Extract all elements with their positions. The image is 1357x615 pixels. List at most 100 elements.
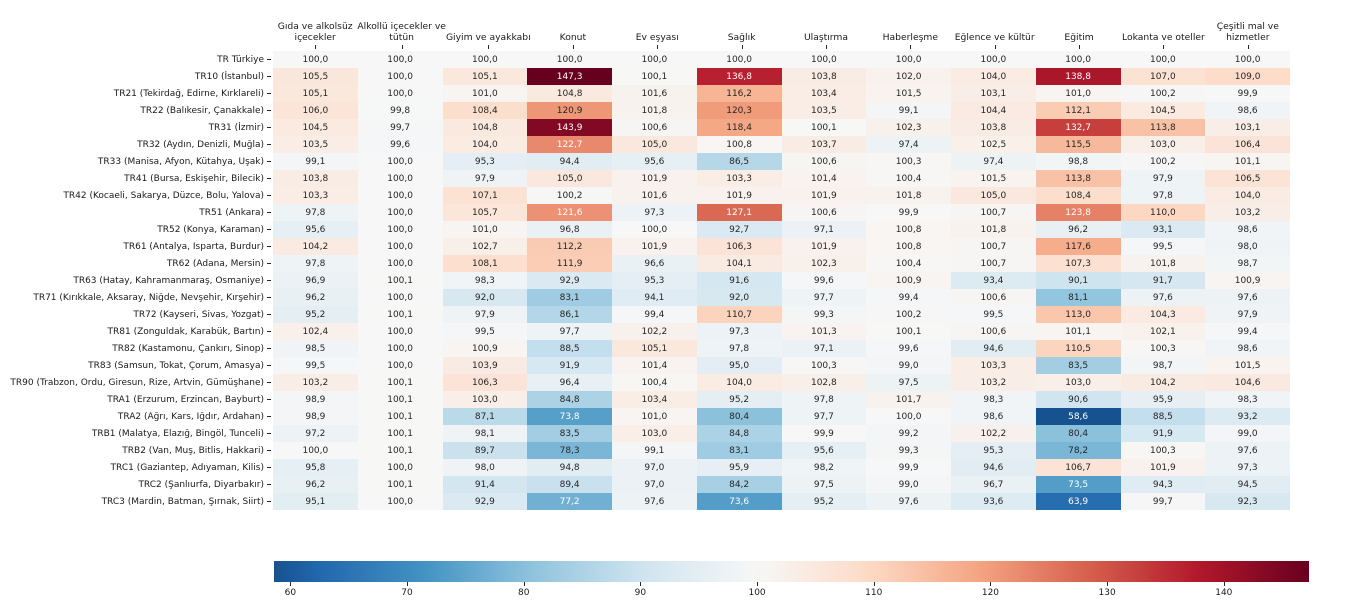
heatmap-cell: 103,4: [612, 391, 697, 408]
y-axis-tick: [267, 110, 271, 111]
heatmap-cell: 105,0: [527, 170, 612, 187]
heatmap-cell: 99,5: [951, 306, 1036, 323]
heatmap-cell: 98,3: [442, 272, 528, 289]
y-axis-tick: [267, 297, 271, 298]
heatmap-cell: 78,2: [1035, 442, 1121, 459]
heatmap-cell: 101,0: [442, 85, 528, 102]
heatmap-row: TR31 (İzmir) 104,5 99,7 104,8 143,9 100,6 118,…: [0, 119, 1290, 136]
column-header-label: Konut: [559, 32, 587, 43]
heatmap-cell: 138,8: [1035, 68, 1121, 85]
heatmap-cell: 103,7: [781, 136, 867, 153]
heatmap-cell: 100,9: [1205, 272, 1290, 289]
heatmap-cell: 94,4: [527, 153, 612, 170]
colorbar-tick-label: 110: [865, 588, 883, 598]
heatmap-cell: 123,8: [1035, 204, 1121, 221]
heatmap-cell: 104,2: [273, 238, 358, 255]
heatmap-cell: 93,4: [951, 272, 1036, 289]
heatmap-row: TR22 (Balıkesir, Çanakkale) 106,0 99,8 108,…: [0, 102, 1290, 119]
heatmap-cell: 100,0: [1120, 51, 1206, 68]
heatmap-cell: 101,8: [866, 187, 951, 204]
heatmap-cell: 100,0: [357, 51, 443, 68]
heatmap-cell: 102,3: [866, 119, 951, 136]
heatmap-cell: 99,3: [866, 442, 951, 459]
heatmap-cell: 97,8: [696, 340, 782, 357]
heatmap-cell: 100,9: [866, 272, 951, 289]
heatmap-cell: 96,2: [1035, 221, 1121, 238]
heatmap-cell: 99,4: [866, 289, 951, 306]
row-label-text: TR31 (İzmir): [208, 122, 264, 133]
heatmap-cell: 100,6: [781, 204, 867, 221]
heatmap-cell: 103,4: [781, 85, 867, 102]
heatmap-cell: 86,1: [527, 306, 612, 323]
row-label-text: TR61 (Antalya, Isparta, Burdur): [123, 241, 264, 252]
colorbar-tick-label: 140: [1215, 588, 1233, 598]
heatmap-cell: 93,6: [951, 493, 1036, 510]
heatmap-row: TR21 (Tekirdağ, Edirne, Kırklareli) 105,1…: [0, 85, 1290, 102]
x-axis-tick: [825, 45, 827, 49]
heatmap-cell: 94,1: [612, 289, 697, 306]
x-axis-tick: [572, 45, 574, 49]
heatmap-cell: 98,2: [781, 459, 867, 476]
heatmap-cell: 99,1: [866, 102, 951, 119]
y-axis-tick: [267, 365, 271, 366]
heatmap-cell: 121,6: [527, 204, 612, 221]
heatmap-cell: 101,0: [1035, 85, 1121, 102]
heatmap-cell: 100,1: [357, 391, 443, 408]
heatmap-cell: 99,1: [612, 442, 697, 459]
heatmap-cell: 99,3: [781, 306, 867, 323]
y-axis-tick: [267, 314, 271, 315]
heatmap-cell: 103,3: [273, 187, 358, 204]
row-label: TR21 (Tekirdağ, Edirne, Kırklareli): [0, 85, 273, 102]
y-axis-tick: [267, 229, 271, 230]
heatmap-cell: 99,0: [866, 357, 951, 374]
heatmap-cell: 91,4: [442, 476, 528, 493]
heatmap-cell: 109,0: [1205, 68, 1290, 85]
column-header-label: Haberleşme: [882, 32, 939, 43]
heatmap-cell: 100,0: [866, 408, 951, 425]
y-axis-tick: [267, 144, 271, 145]
row-label-text: TR82 (Kastamonu, Çankırı, Sinop): [112, 343, 264, 354]
heatmap-cell: 97,7: [781, 289, 867, 306]
colorbar-tick: [407, 582, 409, 586]
heatmap-cell: 94,5: [1205, 476, 1290, 493]
column-headers: Gıda ve alkolsüz içecekler Alkollü içecek…: [273, 0, 1290, 50]
column-header: Haberleşme: [868, 0, 952, 50]
y-axis-tick: [267, 161, 271, 162]
heatmap-cell: 101,6: [612, 187, 697, 204]
row-label-text: TR62 (Adana, Mersin): [166, 258, 264, 269]
row-label: TR32 (Aydın, Denizli, Muğla): [0, 136, 273, 153]
heatmap-row: TR63 (Hatay, Kahramanmaraş, Osmaniye) 96,…: [0, 272, 1290, 289]
y-axis-tick: [267, 59, 271, 60]
heatmap-cell: 100,0: [273, 51, 358, 68]
row-label-text: TR32 (Aydın, Denizli, Muğla): [137, 139, 264, 150]
colorbar-tick-label: 100: [748, 588, 766, 598]
heatmap-cell: 97,9: [1120, 170, 1206, 187]
heatmap-cell: 97,5: [781, 476, 867, 493]
heatmap-cell: 100,2: [1120, 153, 1206, 170]
row-label: TR42 (Kocaeli, Sakarya, Düzce, Bolu, Yal…: [0, 187, 273, 204]
heatmap-cell: 100,2: [866, 306, 951, 323]
heatmap-cell: 97,7: [527, 323, 612, 340]
row-label: TR62 (Adana, Mersin): [0, 255, 273, 272]
heatmap-cell: 132,7: [1035, 119, 1121, 136]
heatmap-cell: 97,8: [781, 391, 867, 408]
row-label: TRB1 (Malatya, Elazığ, Bingöl, Tunceli): [0, 425, 273, 442]
heatmap-cell: 104,0: [1205, 187, 1290, 204]
heatmap-cell: 95,9: [696, 459, 782, 476]
column-header-label: Gıda ve alkolsüz içecekler: [277, 21, 353, 43]
heatmap-cell: 103,5: [273, 136, 358, 153]
heatmap-cell: 110,0: [1120, 204, 1206, 221]
heatmap-cell: 100,0: [357, 323, 443, 340]
heatmap-cell: 147,3: [527, 68, 612, 85]
heatmap-cell: 104,8: [527, 85, 612, 102]
heatmap-cell: 94,3: [1120, 476, 1206, 493]
heatmap-row: TRB2 (Van, Muş, Bitlis, Hakkari) 100,0 100…: [0, 442, 1290, 459]
heatmap-cell: 81,1: [1035, 289, 1121, 306]
heatmap-cell: 108,4: [442, 102, 528, 119]
colorbar-tick: [1107, 582, 1109, 586]
heatmap-cell: 103,0: [612, 425, 697, 442]
heatmap-cell: 102,1: [1120, 323, 1206, 340]
heatmap-cell: 97,8: [273, 204, 358, 221]
heatmap-cell: 95,3: [612, 272, 697, 289]
